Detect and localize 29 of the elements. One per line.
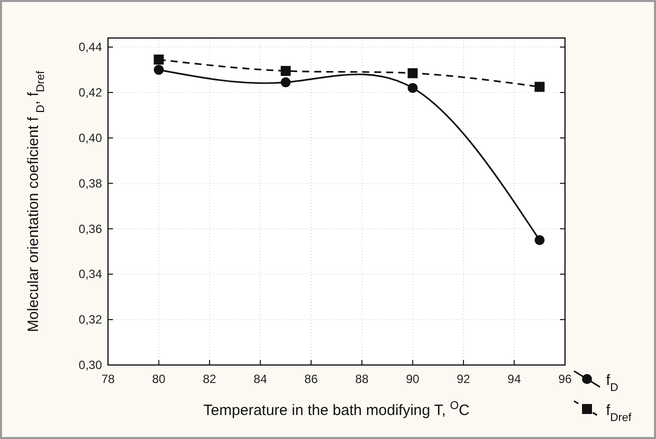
point [154,64,164,75]
legend-label: f$_{Dref}$ [606,402,632,424]
x-tick-label: 80 [152,372,166,386]
y-tick-label: 0,36 [78,222,102,236]
x-tick-label: 90 [406,372,420,386]
x-tick-label: 94 [508,372,522,386]
x-axis-title: Temperature in the bath modifying T, $^{O}$C [203,400,470,419]
x-tick-label: 84 [254,372,268,386]
x-tick-label: 96 [558,372,572,386]
point [534,235,545,246]
x-tick-label: 86 [304,372,318,386]
y-tick-label: 0,32 [78,312,102,327]
y-tick-label: 0,34 [78,267,102,282]
y-tick-label: 0,30 [78,358,102,372]
point [534,82,545,92]
y-tick-label: 0,38 [78,176,102,190]
x-tick-label: 88 [355,372,369,386]
point [280,66,291,76]
x-tick-label: 82 [202,372,217,386]
point [280,77,291,88]
point [154,54,164,65]
x-tick-label: 78 [101,372,115,386]
legend-label: f$_{D}$ [606,372,618,394]
x-tick-label: 92 [456,372,470,386]
point [408,68,418,78]
y-tick-label: 0,42 [78,86,102,100]
y-tick-label: 0,40 [78,130,102,145]
point [408,82,418,93]
y-tick-label: 0,44 [78,40,102,54]
